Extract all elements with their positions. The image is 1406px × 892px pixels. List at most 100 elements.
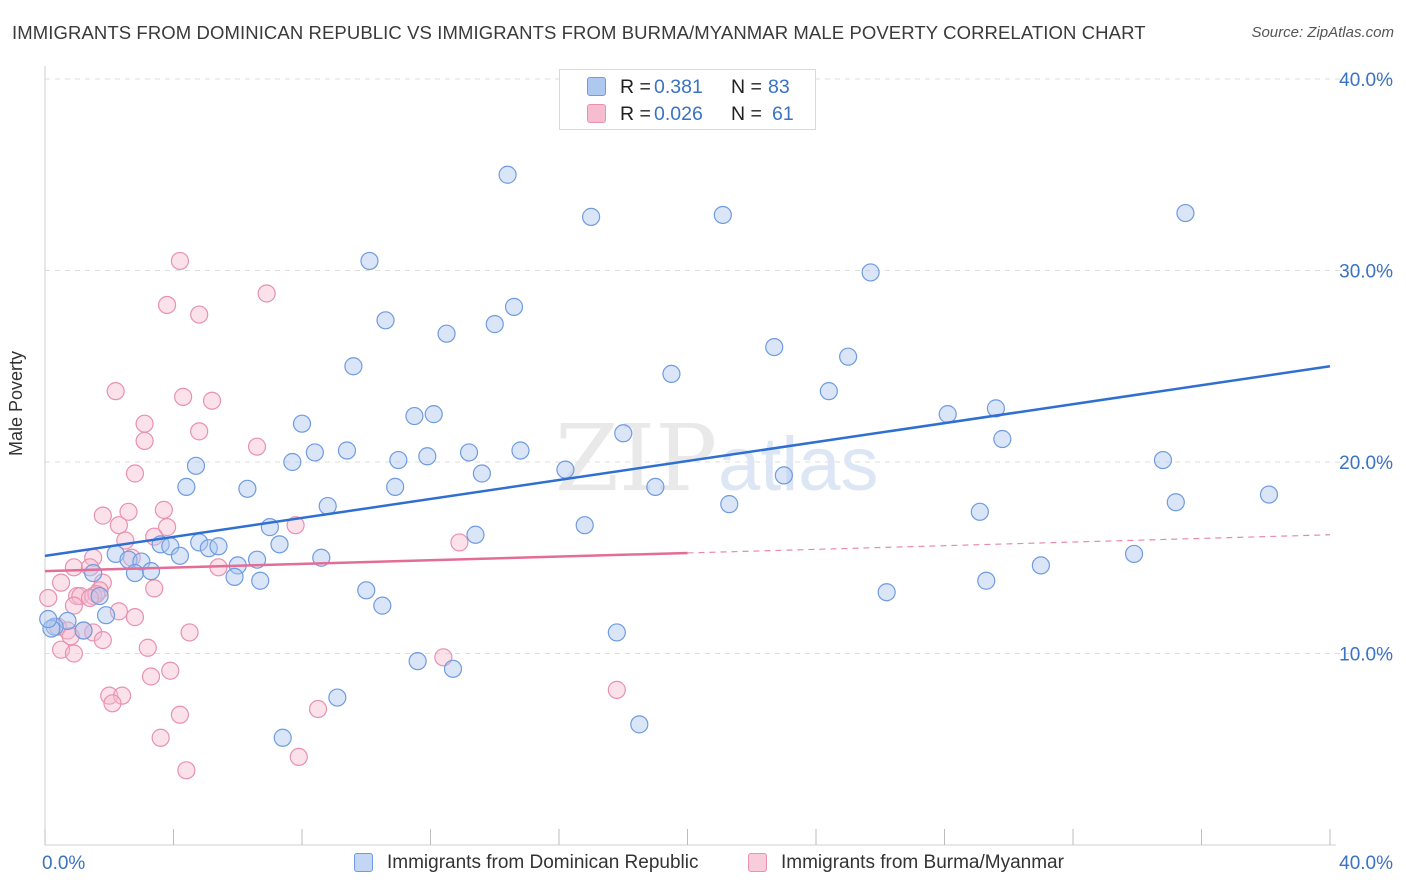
data-point (1124, 544, 1144, 564)
data-point (96, 606, 116, 625)
data-point (360, 251, 379, 271)
data-point (84, 586, 103, 606)
data-point (74, 621, 93, 640)
legend-r-value: 0.381 (654, 76, 703, 98)
watermark-zip: ZIP (555, 405, 717, 512)
data-point (132, 552, 151, 571)
data-point (1166, 493, 1185, 512)
data-point (504, 297, 524, 316)
data-point (556, 460, 575, 479)
data-point (138, 638, 157, 657)
data-point (112, 686, 132, 705)
data-point (373, 596, 392, 615)
data-point (257, 284, 276, 303)
data-point (119, 502, 138, 521)
y-axis-label: Male Poverty (6, 350, 26, 456)
trend-line-dominican (44, 365, 1331, 558)
data-point (607, 623, 626, 642)
watermark: ZIP atlas (555, 405, 879, 512)
data-point (498, 165, 517, 184)
legend-n-value: 61 (772, 103, 794, 125)
data-point (614, 424, 633, 443)
bottom-legend-label-burma: Immigrants from Burma/Myanmar (781, 852, 1064, 873)
data-point (765, 338, 784, 357)
data-point (80, 558, 100, 577)
data-point (389, 450, 408, 470)
data-point (151, 728, 170, 747)
y-tick-label: 40.0% (1339, 70, 1393, 91)
data-point (125, 464, 145, 483)
y-tick-label: 10.0% (1339, 645, 1393, 666)
data-point (630, 715, 649, 734)
data-point (986, 399, 1006, 418)
data-point (437, 324, 456, 343)
trend-lines (44, 365, 1331, 573)
data-point (993, 429, 1012, 449)
data-point (135, 414, 154, 433)
data-point (251, 571, 270, 590)
axis-layer (44, 66, 1336, 846)
data-point (174, 387, 193, 406)
legend-r-value: 0.026 (654, 103, 703, 125)
data-point (337, 441, 357, 460)
data-point (286, 516, 305, 535)
data-point (582, 207, 601, 226)
bottom-swatch-burma (748, 853, 767, 872)
data-point (344, 357, 363, 376)
data-point (125, 563, 145, 583)
data-point (170, 705, 190, 724)
data-point (103, 694, 122, 713)
data-point (135, 431, 154, 451)
data-point (225, 567, 244, 587)
data-point (977, 571, 996, 590)
data-point (154, 500, 173, 519)
y-tick-label: 20.0% (1339, 453, 1393, 474)
data-point (819, 382, 838, 401)
data-point (202, 391, 222, 410)
data-point (970, 502, 989, 521)
data-point (42, 619, 61, 638)
data-point (877, 583, 896, 602)
data-point (273, 728, 292, 747)
data-point (64, 596, 84, 615)
data-point (161, 661, 180, 680)
data-point (720, 495, 739, 514)
data-point (511, 441, 530, 460)
y-tick-label: 30.0% (1339, 262, 1393, 283)
data-point (90, 586, 109, 606)
data-point (64, 558, 84, 577)
data-point (839, 347, 858, 366)
data-point (328, 688, 347, 707)
dominican-points (39, 165, 1279, 747)
data-point (405, 406, 424, 426)
data-point (247, 437, 267, 456)
legend-r-label: R = (620, 103, 651, 125)
data-point (938, 405, 957, 424)
data-point (418, 447, 437, 466)
data-point (238, 479, 257, 498)
tick-labels: 10.0% 20.0% 30.0% 40.0% 0.0% 40.0% (42, 70, 1393, 874)
data-point (106, 382, 125, 401)
data-point (190, 305, 209, 324)
data-point (774, 466, 793, 485)
data-point (141, 667, 161, 686)
data-point (386, 477, 405, 496)
data-point (376, 311, 395, 330)
x-tick-label-min: 0.0% (42, 853, 85, 874)
data-point (357, 581, 376, 600)
data-point (1153, 450, 1173, 470)
data-point (1031, 556, 1050, 575)
data-point (141, 562, 161, 581)
data-point (408, 652, 427, 671)
data-point (39, 588, 58, 608)
data-point (270, 535, 289, 554)
data-point (170, 546, 190, 565)
data-point (177, 761, 196, 780)
data-point (64, 644, 84, 663)
watermark-atlas: atlas (718, 422, 879, 507)
data-point (170, 251, 190, 271)
source-label: Source: ZipAtlas.com (1251, 24, 1394, 41)
data-point (450, 533, 469, 552)
data-point (84, 563, 103, 583)
data-point (177, 477, 196, 496)
